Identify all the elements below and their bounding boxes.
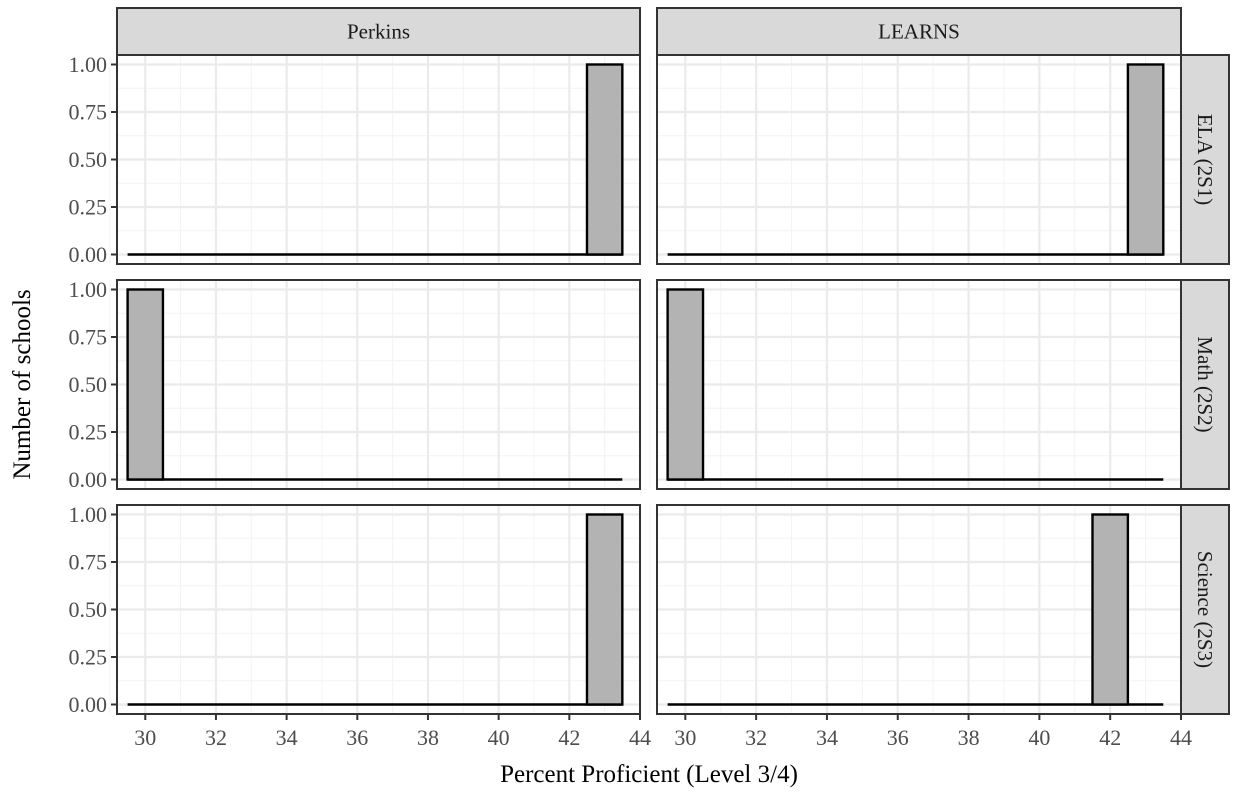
x-tick-label: 38 [958,725,980,750]
column-strip-label: LEARNS [878,20,960,44]
histogram-bar [126,288,165,481]
y-tick-label: 0.75 [69,100,108,125]
x-tick-label: 32 [205,725,227,750]
row-strip [1180,504,1230,715]
histogram-bar [1091,513,1130,706]
y-tick-label: 0.50 [69,372,108,397]
y-tick-label: 0.00 [69,467,108,492]
y-tick-label: 0.25 [69,645,108,670]
x-tick-label: 36 [887,725,909,750]
y-tick-label: 0.75 [69,550,108,575]
histogram-bar [666,288,705,481]
row-strip-label: Math (2S2) [1193,336,1217,432]
panel-0-2 [109,504,641,715]
panel-1-0 [649,54,1182,265]
x-tick-label: 34 [276,725,298,750]
panel-1-1 [649,279,1182,490]
row-strip-label: Science (2S3) [1193,551,1217,668]
panel-0-1 [109,279,641,490]
panel-1-2 [649,504,1182,715]
x-tick-label: 40 [1028,725,1050,750]
row-strip [1180,54,1230,265]
x-tick-label: 38 [417,725,439,750]
y-tick-label: 0.25 [69,420,108,445]
y-tick-label: 0.25 [69,195,108,220]
y-tick-label: 1.00 [69,52,108,77]
x-tick-label: 44 [629,725,651,750]
histogram-bar [1126,63,1165,256]
panel-0-0 [109,54,641,265]
x-axis-title: Percent Proficient (Level 3/4) [500,761,798,788]
x-tick-label: 32 [745,725,767,750]
x-tick-label: 34 [816,725,838,750]
y-tick-label: 1.00 [69,277,108,302]
facet-strips: Perkins LEARNS ELA (2S1) Math (2S2) Science … [116,7,1230,715]
row-strip [1180,279,1230,490]
x-tick-label: 42 [558,725,580,750]
row-strip-label: ELA (2S1) [1193,114,1217,206]
histogram-bar [585,63,624,256]
y-tick-label: 0.75 [69,325,108,350]
y-tick-label: 0.00 [69,242,108,267]
y-axis-title: Number of schools [9,289,36,479]
y-tick-label: 0.50 [69,597,108,622]
y-tick-label: 0.50 [69,147,108,172]
x-tick-label: 36 [346,725,368,750]
histogram-bar [585,513,624,706]
column-strip [656,7,1182,56]
x-tick-label: 30 [674,725,696,750]
axes-layer: 0.00 0.25 0.50 0.75 1.00 0.00 0.25 0.50 0.75 1.00… [69,52,1193,750]
x-tick-label: 30 [134,725,156,750]
column-strip [116,7,641,56]
column-strip-label: Perkins [347,20,410,44]
y-tick-label: 0.00 [69,692,108,717]
x-tick-label: 40 [488,725,510,750]
x-tick-label: 42 [1099,725,1121,750]
panels-layer [109,54,1182,715]
x-tick-label: 44 [1170,725,1192,750]
y-tick-label: 1.00 [69,502,108,527]
